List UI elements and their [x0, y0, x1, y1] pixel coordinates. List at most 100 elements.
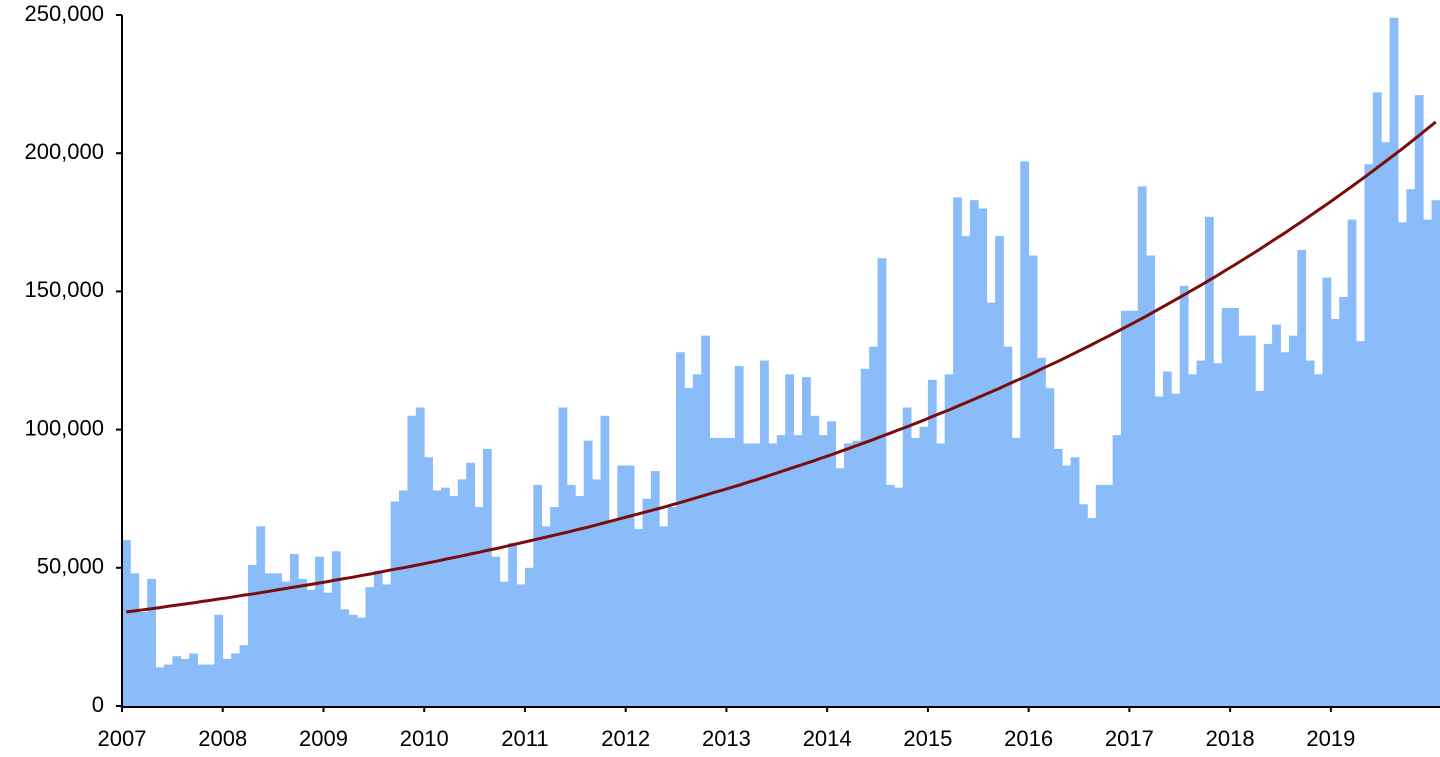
bar	[919, 426, 929, 706]
y-tick-label: 50,000	[37, 554, 104, 579]
bar	[1297, 249, 1307, 706]
bar	[1431, 200, 1440, 707]
bar	[197, 664, 207, 706]
bar	[273, 573, 282, 706]
bar	[1171, 393, 1181, 706]
bar	[692, 374, 702, 706]
bar	[289, 553, 299, 706]
bar	[1087, 518, 1097, 706]
bar	[1398, 222, 1407, 707]
bar	[180, 659, 190, 706]
bar	[1305, 360, 1315, 706]
bar	[1221, 307, 1231, 706]
bar	[1011, 437, 1021, 706]
bar	[205, 664, 215, 706]
bar	[961, 236, 971, 706]
bar	[1356, 341, 1365, 706]
bar	[373, 570, 383, 706]
x-tick-label: 2019	[1306, 726, 1355, 751]
bar	[1372, 92, 1382, 707]
bar	[709, 437, 719, 706]
bar	[600, 415, 610, 706]
bar	[163, 664, 173, 706]
bar	[1179, 285, 1189, 706]
bar	[969, 200, 979, 707]
bar	[508, 542, 517, 706]
bar	[1414, 95, 1424, 706]
bar	[1423, 219, 1433, 706]
bar	[1288, 335, 1298, 706]
bar	[1364, 164, 1374, 707]
y-tick-label: 100,000	[24, 415, 104, 440]
bar	[885, 484, 895, 706]
bar	[1062, 465, 1072, 706]
bar	[768, 443, 778, 706]
bar	[1129, 310, 1139, 706]
bar	[608, 520, 618, 706]
bar	[138, 612, 148, 706]
bar	[1204, 216, 1214, 706]
y-tick-label: 250,000	[24, 1, 104, 26]
bar	[491, 556, 501, 706]
bar	[995, 236, 1004, 706]
y-tick-label: 150,000	[24, 277, 104, 302]
bar	[407, 415, 417, 706]
bar	[1037, 357, 1046, 706]
bar	[978, 208, 988, 707]
bar	[718, 437, 727, 706]
bar	[382, 584, 392, 706]
bar	[1255, 390, 1265, 706]
bar	[835, 468, 845, 706]
bar	[1406, 189, 1416, 706]
bar	[1322, 277, 1332, 706]
bar	[306, 589, 316, 706]
bar	[1162, 371, 1172, 706]
bar	[172, 656, 182, 706]
bar	[222, 659, 232, 706]
x-tick-label: 2010	[400, 726, 449, 751]
bar	[541, 526, 551, 706]
bar	[743, 443, 753, 706]
bar	[1389, 17, 1399, 707]
bar	[1196, 360, 1206, 706]
x-tick-label: 2016	[1004, 726, 1053, 751]
bar	[122, 540, 131, 706]
bar	[869, 346, 878, 706]
bar	[441, 487, 450, 706]
bar	[1095, 484, 1105, 706]
bar	[634, 529, 643, 706]
bar	[256, 526, 266, 706]
bar	[625, 465, 635, 706]
bar	[776, 435, 786, 706]
x-tick-label: 2015	[903, 726, 952, 751]
bar	[1028, 255, 1038, 706]
bar	[147, 578, 156, 706]
bar	[281, 581, 291, 706]
bar	[911, 437, 920, 706]
bar	[1339, 296, 1349, 706]
bar	[902, 407, 912, 706]
bar	[1314, 374, 1323, 706]
bar	[449, 495, 459, 706]
bar	[1381, 142, 1391, 707]
bar	[801, 377, 811, 706]
bar	[466, 462, 475, 706]
bar	[676, 352, 685, 706]
bar	[877, 258, 887, 706]
bar	[298, 578, 308, 706]
bar	[751, 443, 761, 706]
bar	[986, 302, 996, 706]
bar	[231, 653, 240, 706]
bar	[264, 573, 274, 706]
bar	[1347, 219, 1357, 706]
bar	[130, 573, 140, 706]
bar	[247, 565, 257, 706]
bar	[852, 440, 862, 706]
bar	[793, 435, 803, 706]
bar	[1045, 388, 1055, 706]
bar	[785, 374, 794, 706]
bar	[1154, 396, 1164, 706]
x-tick-label: 2013	[702, 726, 751, 751]
bar	[575, 495, 585, 706]
bar	[953, 197, 962, 706]
